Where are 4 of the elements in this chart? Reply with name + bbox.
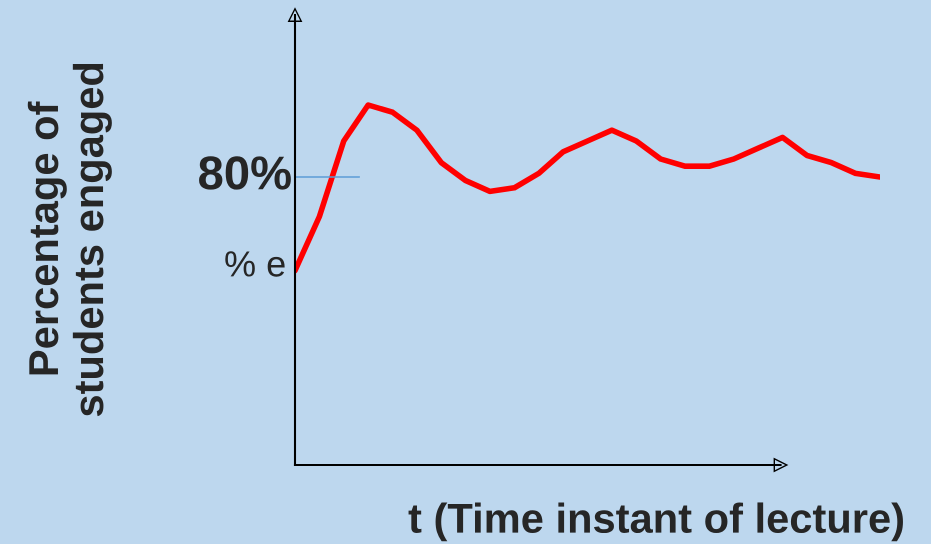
ref-line-label: 80%	[199, 156, 291, 190]
y-axis-title: Percentage of students engaged	[28, 64, 112, 416]
x-axis-title: t (Time instant of lecture)	[408, 502, 903, 542]
annotation: % e	[225, 251, 285, 277]
